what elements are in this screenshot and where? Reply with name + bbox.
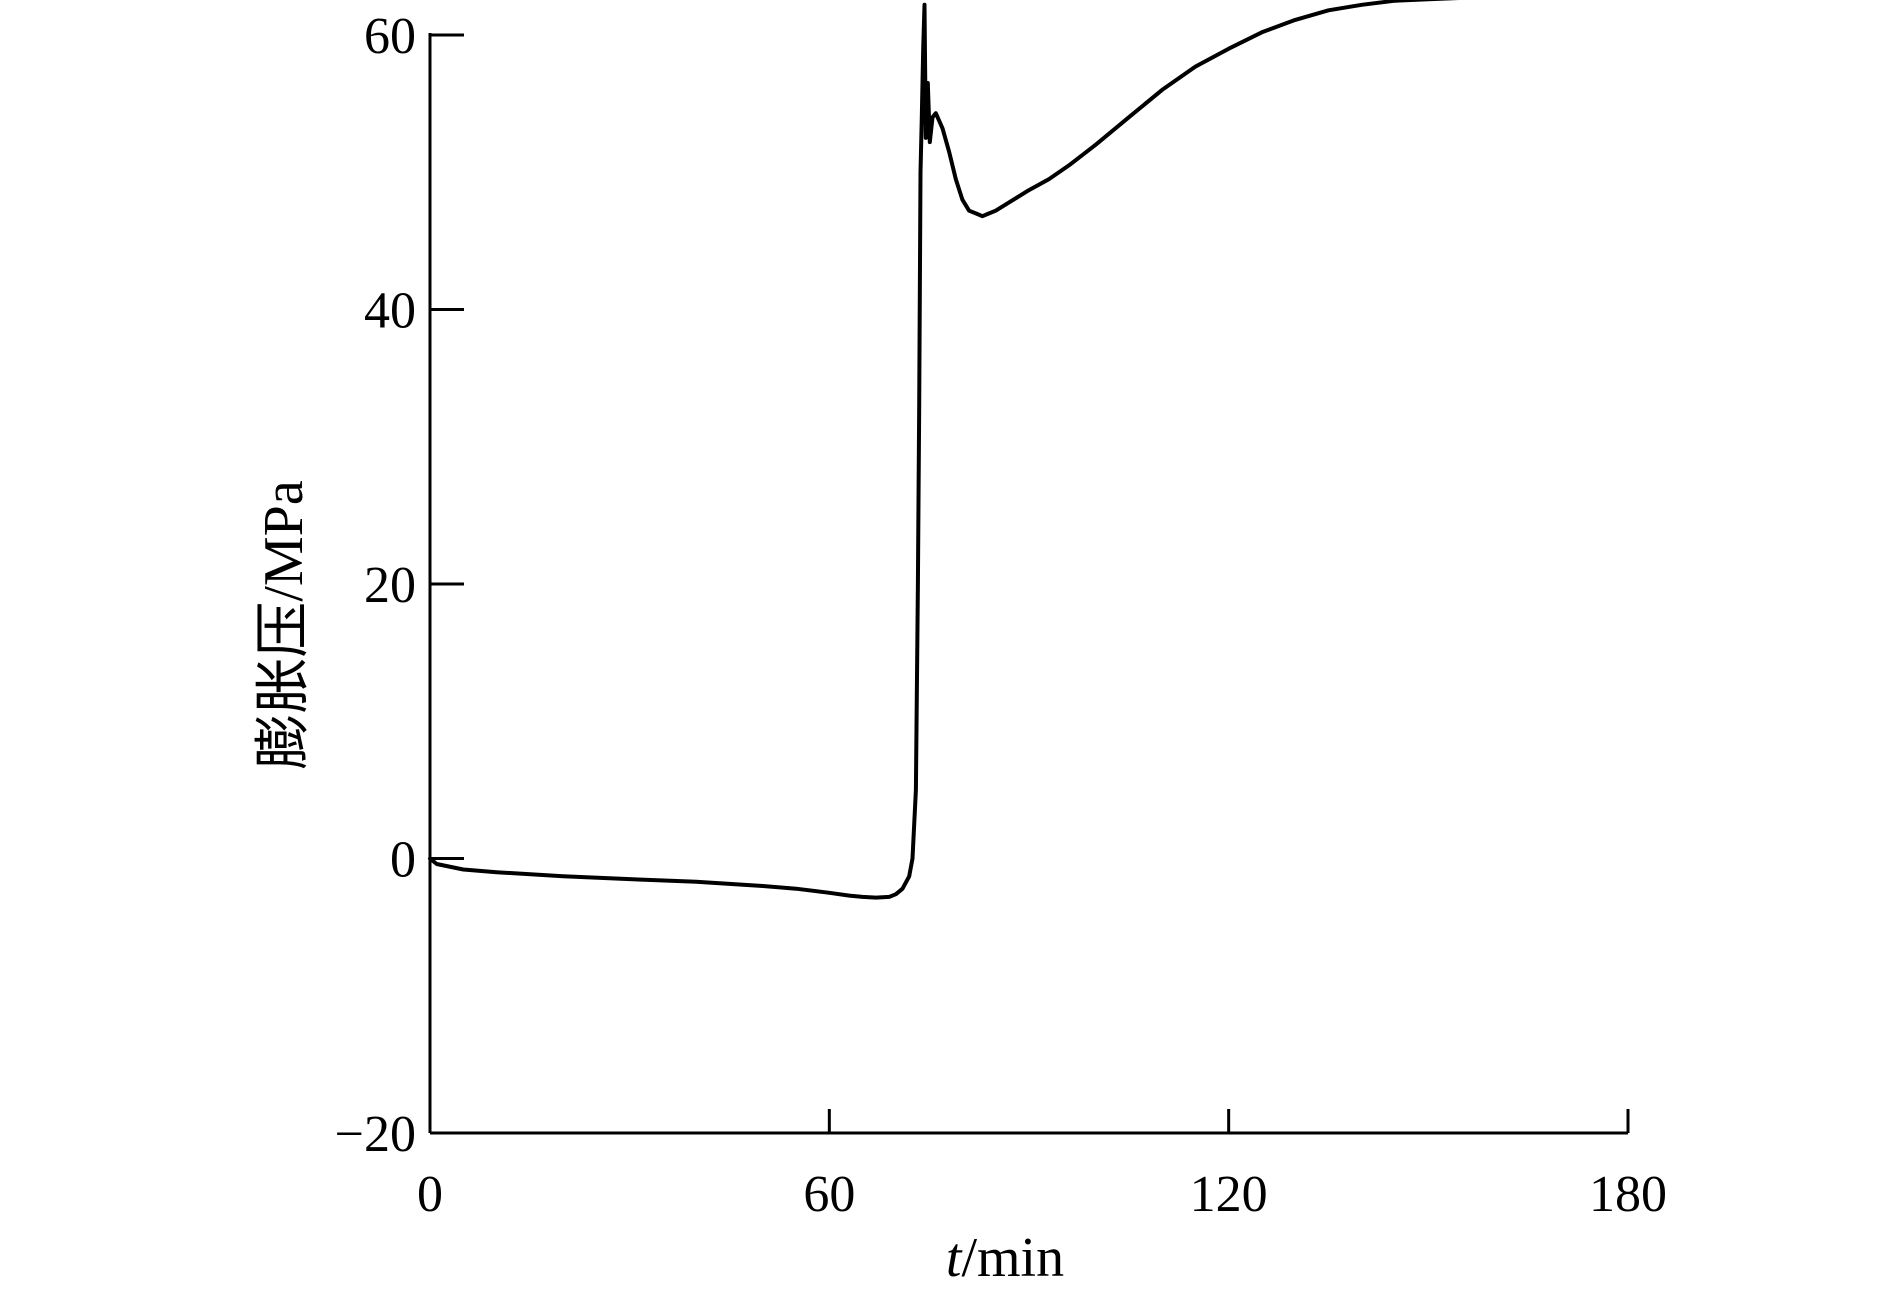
y-tick-label: 40: [364, 283, 416, 340]
axes: [428, 33, 1628, 1135]
x-axis-ticks: 0 60 120 180: [417, 1109, 1667, 1223]
x-axis-title-unit: /min: [961, 1227, 1064, 1289]
series-group: [428, 0, 1460, 900]
y-tick-label: 20: [364, 557, 416, 614]
series-line: [428, 0, 1460, 900]
y-tick-label: 60: [364, 8, 416, 65]
y-tick-label: 0: [390, 832, 416, 889]
x-tick-label: 60: [803, 1166, 855, 1223]
x-tick-label: 120: [1190, 1166, 1268, 1223]
x-axis-title: t/min: [946, 1227, 1064, 1289]
y-axis-title: 膨胀压/MPa: [253, 480, 315, 769]
x-axis-title-variable: t: [946, 1227, 963, 1289]
y-axis-ticks: −20 0 20 40 60: [335, 8, 464, 1163]
y-tick-label: −20: [335, 1106, 416, 1163]
x-tick-label: 0: [417, 1166, 443, 1223]
x-tick-label: 180: [1589, 1166, 1667, 1223]
